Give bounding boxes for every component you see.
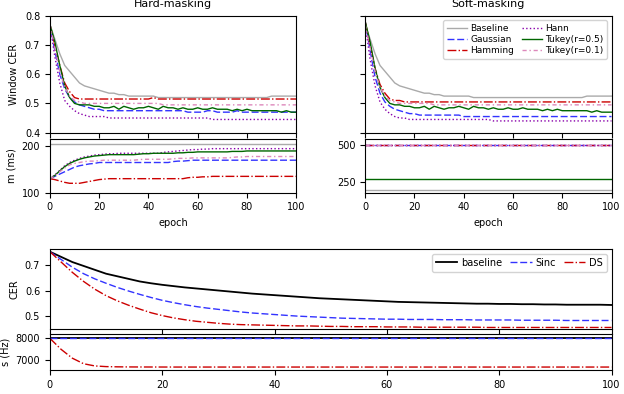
Tukey(r=0.1): [361, 22, 369, 27]
Legend: baseline, Sinc, DS: baseline, Sinc, DS: [432, 254, 607, 272]
Hamming: [421, 100, 428, 104]
Sinc: [608, 318, 615, 323]
Baseline: [603, 94, 610, 98]
Sinc: [451, 317, 458, 322]
Hamming: [445, 100, 452, 104]
DS: [597, 325, 604, 330]
Hann: [603, 119, 610, 123]
Legend: Baseline, Gaussian, Hamming, Hann, Tukey(r=0.5), Tukey(r=0.1): Baseline, Gaussian, Hamming, Hann, Tukey…: [444, 20, 607, 59]
Baseline: [470, 95, 477, 100]
Sinc: [170, 300, 177, 305]
Tukey(r=0.5): [361, 19, 369, 24]
Baseline: [441, 94, 448, 98]
Y-axis label: Window CER: Window CER: [9, 44, 19, 105]
Line: Tukey(r=0.1): Tukey(r=0.1): [365, 24, 612, 105]
Line: DS: DS: [50, 252, 612, 327]
X-axis label: epoch: epoch: [474, 218, 503, 228]
Sinc: [563, 318, 570, 323]
Line: Sinc: Sinc: [50, 252, 612, 320]
baseline: [215, 288, 222, 293]
Title: Hard-masking: Hard-masking: [134, 0, 212, 9]
Tukey(r=0.5): [588, 110, 595, 115]
Tukey(r=0.1): [431, 102, 438, 107]
Tukey(r=0.1): [608, 102, 615, 107]
Hann: [361, 22, 369, 27]
Line: baseline: baseline: [50, 252, 612, 305]
Tukey(r=0.5): [539, 108, 546, 113]
Gaussian: [361, 19, 369, 24]
Y-axis label: m (ms): m (ms): [6, 149, 16, 184]
Line: Hamming: Hamming: [365, 22, 612, 102]
Tukey(r=0.5): [524, 107, 532, 112]
Gaussian: [416, 113, 423, 117]
baseline: [226, 289, 233, 294]
DS: [215, 321, 222, 326]
Tukey(r=0.1): [603, 102, 610, 107]
baseline: [417, 300, 424, 305]
Hamming: [441, 100, 448, 104]
baseline: [597, 302, 604, 307]
Gaussian: [529, 114, 537, 119]
Gaussian: [608, 114, 615, 119]
Hann: [441, 117, 448, 122]
Baseline: [416, 89, 423, 94]
Line: Tukey(r=0.5): Tukey(r=0.5): [365, 22, 612, 112]
Tukey(r=0.5): [608, 110, 615, 115]
Tukey(r=0.5): [416, 106, 423, 110]
Gaussian: [436, 113, 443, 117]
Tukey(r=0.5): [441, 107, 448, 112]
Tukey(r=0.1): [441, 102, 448, 107]
Line: Hann: Hann: [365, 24, 612, 121]
Hamming: [544, 100, 551, 104]
DS: [46, 249, 54, 254]
Sinc: [215, 307, 222, 312]
baseline: [608, 303, 615, 307]
Tukey(r=0.5): [603, 110, 610, 115]
Y-axis label: CER: CER: [9, 279, 19, 299]
Hann: [529, 119, 537, 123]
DS: [451, 325, 458, 329]
Baseline: [608, 94, 615, 98]
X-axis label: epoch: epoch: [158, 218, 188, 228]
Hann: [436, 117, 443, 122]
Baseline: [529, 95, 537, 100]
Baseline: [544, 95, 551, 100]
Title: Soft-masking: Soft-masking: [452, 0, 525, 9]
Sinc: [417, 317, 424, 322]
baseline: [46, 249, 54, 254]
Hamming: [608, 100, 615, 104]
Line: Baseline: Baseline: [365, 24, 612, 98]
Sinc: [46, 249, 54, 254]
Hann: [608, 119, 615, 123]
Hann: [490, 119, 497, 123]
DS: [608, 325, 615, 330]
Hann: [416, 117, 423, 122]
Tukey(r=0.1): [544, 102, 551, 107]
Baseline: [361, 22, 369, 27]
Tukey(r=0.1): [416, 101, 423, 106]
Sinc: [597, 318, 604, 323]
Line: Gaussian: Gaussian: [365, 22, 612, 117]
Tukey(r=0.1): [445, 102, 452, 107]
Gaussian: [460, 114, 467, 119]
Gaussian: [603, 114, 610, 119]
Hamming: [361, 19, 369, 24]
DS: [417, 325, 424, 329]
Hamming: [603, 100, 610, 104]
baseline: [170, 284, 177, 288]
DS: [484, 325, 492, 330]
Baseline: [436, 92, 443, 97]
Tukey(r=0.5): [436, 106, 443, 110]
Hamming: [401, 100, 408, 104]
DS: [170, 316, 177, 320]
Hann: [544, 119, 551, 123]
Gaussian: [441, 113, 448, 117]
Sinc: [226, 308, 233, 313]
DS: [226, 322, 233, 327]
Tukey(r=0.1): [529, 102, 537, 107]
Y-axis label: s (Hz): s (Hz): [0, 338, 10, 366]
Gaussian: [544, 114, 551, 119]
Hamming: [529, 100, 537, 104]
baseline: [451, 301, 458, 305]
